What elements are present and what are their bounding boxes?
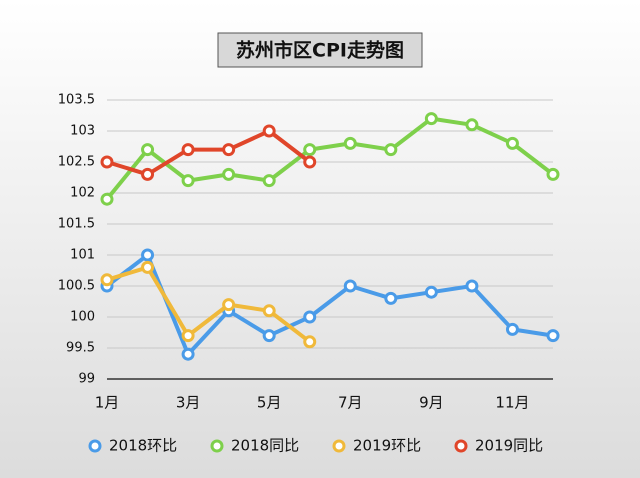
chart-title: 苏州市区CPI走势图 <box>236 39 404 62</box>
point <box>141 248 155 262</box>
point <box>222 167 236 181</box>
point <box>141 260 155 274</box>
x-tick-label: 9月 <box>419 394 444 412</box>
y-tick-label: 102 <box>70 186 95 201</box>
legend-marker <box>454 439 468 453</box>
y-tick-label: 100.5 <box>58 279 95 294</box>
x-tick-label: 11月 <box>495 394 529 412</box>
point <box>343 136 357 150</box>
point <box>181 347 195 361</box>
point <box>546 167 560 181</box>
series-line <box>106 129 311 177</box>
point <box>546 329 560 343</box>
series-line <box>105 253 554 357</box>
point <box>262 304 276 318</box>
title-box <box>217 32 423 68</box>
x-tick-label: 5月 <box>257 394 282 412</box>
point <box>181 174 195 188</box>
point <box>181 143 195 157</box>
point <box>384 143 398 157</box>
point <box>424 285 438 299</box>
point <box>262 124 276 138</box>
y-tick-label: 102.5 <box>58 155 95 170</box>
point <box>100 273 114 287</box>
y-tick-label: 103 <box>70 124 95 139</box>
y-tick-label: 100 <box>70 310 95 325</box>
point <box>262 329 276 343</box>
y-tick-label: 103.5 <box>58 93 95 108</box>
legend-marker <box>332 439 346 453</box>
x-tick-label: 7月 <box>338 394 363 412</box>
y-tick-label: 99 <box>78 372 95 387</box>
point <box>384 291 398 305</box>
legend-marker <box>88 439 102 453</box>
point <box>100 155 114 169</box>
series-line <box>105 116 555 201</box>
y-tick-label: 101.5 <box>58 217 95 232</box>
legend-label: 2018同比 <box>231 437 299 455</box>
point <box>424 112 438 126</box>
point <box>262 174 276 188</box>
series-line <box>106 265 311 344</box>
point <box>222 298 236 312</box>
point <box>343 279 357 293</box>
point <box>222 143 236 157</box>
x-tick-label: 3月 <box>176 394 201 412</box>
point <box>100 192 114 206</box>
point <box>141 167 155 181</box>
x-tick-label: 1月 <box>95 394 120 412</box>
point <box>303 143 317 157</box>
point <box>303 155 317 169</box>
point <box>181 329 195 343</box>
point <box>505 136 519 150</box>
y-tick-label: 101 <box>70 248 95 263</box>
point <box>303 310 317 324</box>
legend-marker <box>210 439 224 453</box>
point <box>465 118 479 132</box>
point <box>141 143 155 157</box>
point <box>303 335 317 349</box>
point <box>505 322 519 336</box>
y-tick-label: 99.5 <box>66 341 95 356</box>
point <box>465 279 479 293</box>
legend-label: 2019环比 <box>353 437 421 455</box>
legend-label: 2019同比 <box>475 437 543 455</box>
legend-label: 2018环比 <box>109 437 177 455</box>
